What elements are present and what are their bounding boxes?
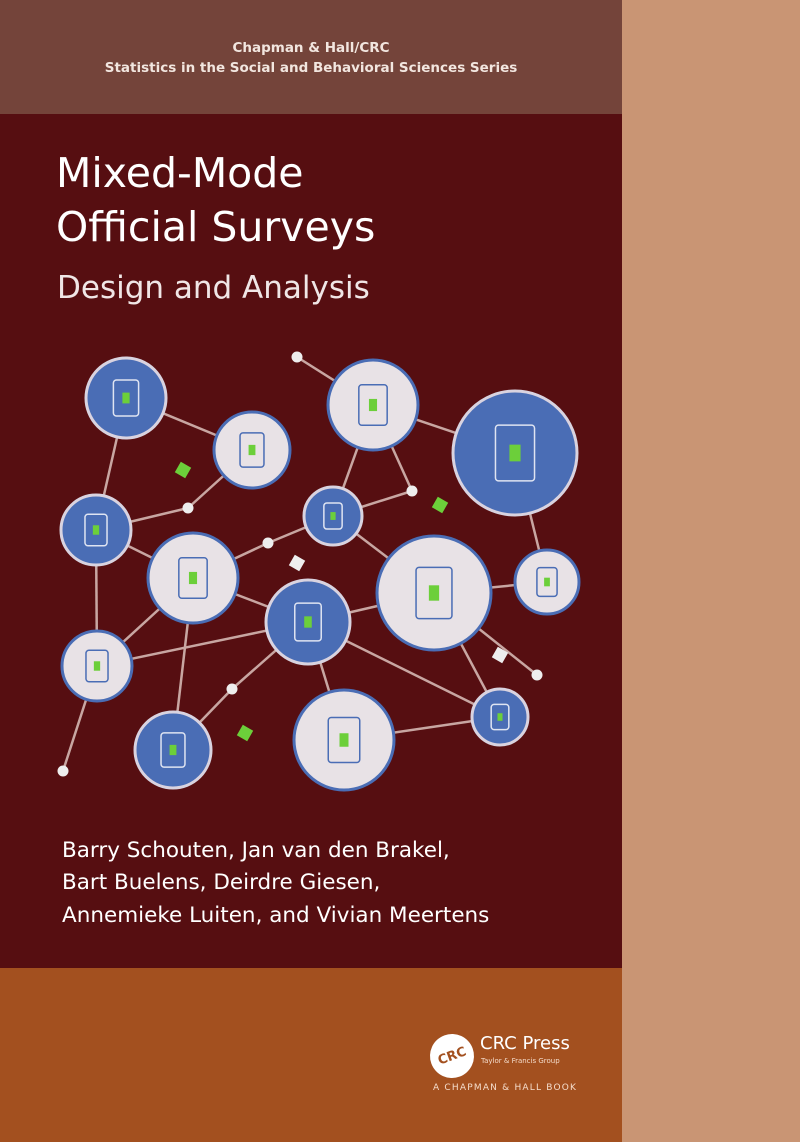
series-band: Chapman & Hall/CRC Statistics in the Soc… (0, 0, 622, 114)
publisher-imprint: A CHAPMAN & HALL BOOK (433, 1083, 578, 1093)
speech-bubbles-icon-glyph (494, 424, 536, 482)
book-title-line2: Official Surveys (56, 203, 376, 251)
mobile-phone-icon-accent (93, 661, 101, 671)
monitor-icon-accent (368, 398, 378, 412)
book-subtitle: Design and Analysis (57, 270, 370, 306)
document-icon-glyph (112, 379, 140, 417)
publisher-group: Taylor & Francis Group (481, 1057, 560, 1065)
bar-chart-icon-accent (304, 616, 312, 628)
mobile-phone-icon-glyph (85, 649, 109, 683)
at-sign-icon-glyph (323, 502, 343, 530)
network-illustration (57, 351, 581, 792)
wifi-icon-accent (497, 713, 503, 721)
tablet-icon-accent (428, 585, 440, 601)
series-name: Statistics in the Social and Behavioral … (104, 60, 518, 76)
meeting-icon-accent (188, 571, 198, 585)
at-sign-icon-accent (330, 512, 336, 520)
form-icon-accent (339, 733, 349, 747)
wifi-icon-glyph (490, 703, 510, 731)
authors-line3: Annemieke Luiten, and Vivian Meertens (62, 903, 490, 928)
book-cover: Chapman & Hall/CRC Statistics in the Soc… (0, 0, 622, 1142)
network-dot (291, 351, 303, 363)
puzzle-piece-icon (236, 724, 254, 742)
form-icon-glyph (327, 716, 361, 764)
chat-icon-glyph (84, 513, 108, 547)
globe-icon-glyph (536, 566, 558, 598)
puzzle-piece-icon (288, 554, 306, 572)
network-dot (182, 502, 194, 514)
globe-icon-accent (544, 577, 550, 587)
network-dot (57, 765, 69, 777)
network-dot (226, 683, 238, 695)
series-publisher: Chapman & Hall/CRC (232, 40, 390, 56)
authors-line1: Barry Schouten, Jan van den Brakel, (62, 838, 450, 863)
bar-chart-icon-glyph (294, 602, 322, 642)
book-spine-area (622, 0, 800, 1142)
search-icon-glyph (160, 732, 186, 768)
chat-icon-accent (92, 525, 100, 535)
meeting-icon-glyph (178, 557, 208, 599)
puzzle-piece-icon (491, 646, 509, 664)
document-icon-accent (122, 392, 130, 404)
publisher-name: CRC Press (480, 1033, 570, 1054)
authors-line2: Bart Buelens, Deirdre Giesen, (62, 870, 381, 895)
network-dot (262, 537, 274, 549)
network-dot (406, 485, 418, 497)
network-dot (531, 669, 543, 681)
puzzle-piece-icon (431, 496, 449, 514)
head-phone-icon-glyph (239, 432, 265, 468)
head-phone-icon-accent (248, 444, 256, 456)
speech-bubbles-icon-accent (509, 444, 521, 462)
puzzle-piece-icon (174, 461, 192, 479)
search-icon-accent (169, 744, 177, 756)
monitor-icon-glyph (358, 384, 388, 426)
book-title-line1: Mixed-Mode (56, 149, 304, 197)
cover-bottom (0, 968, 622, 1142)
tablet-icon-glyph (415, 566, 453, 620)
